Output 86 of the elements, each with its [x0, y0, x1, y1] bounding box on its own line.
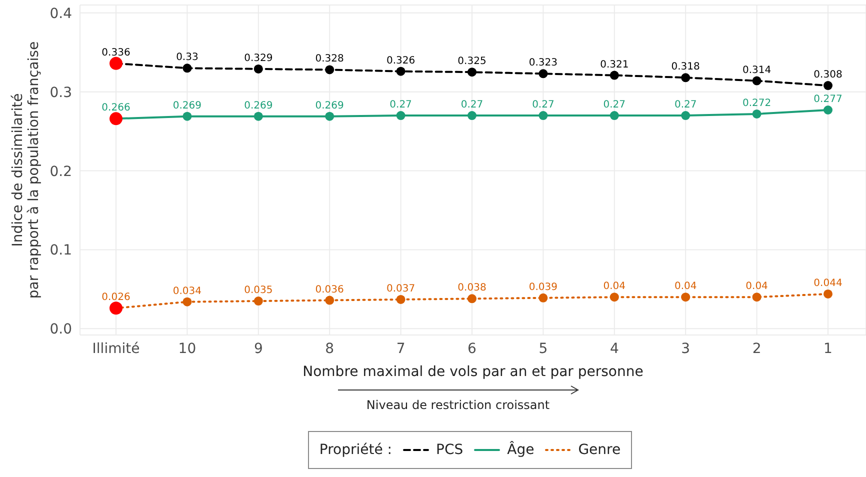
point — [325, 65, 334, 74]
x-tick-label: 4 — [610, 340, 619, 357]
point — [610, 70, 619, 80]
data-label: 0.27 — [674, 100, 697, 111]
point — [681, 292, 690, 302]
point — [396, 66, 406, 76]
point — [396, 294, 406, 304]
data-label: 0.04 — [674, 281, 697, 292]
legend-title: Propriété : — [319, 442, 392, 458]
data-label: 0.329 — [244, 52, 273, 64]
x-tick-label: 1 — [824, 340, 832, 357]
x-axis-title: Nombre maximal de vols par an et par personne — [302, 364, 644, 380]
y-tick-label: 0.3 — [50, 84, 72, 101]
data-label: 0.314 — [742, 64, 772, 76]
point — [610, 292, 619, 302]
data-label: 0.036 — [315, 284, 344, 296]
point — [254, 112, 263, 121]
data-label: 0.318 — [671, 62, 700, 73]
point — [468, 294, 476, 304]
point — [824, 289, 832, 298]
point — [325, 112, 334, 121]
point — [752, 76, 762, 86]
text: Niveau de restriction croissant — [365, 398, 551, 412]
data-label: 0.27 — [532, 100, 554, 111]
data-label: 0.321 — [600, 59, 629, 70]
y-tick-label: 0.2 — [50, 164, 72, 180]
legend-label: PCS — [436, 442, 464, 458]
y-axis-title: Indice de dissimilarité par rapport à la population française — [10, 41, 42, 299]
legend-label: Genre — [578, 442, 621, 458]
point — [182, 297, 192, 306]
x-tick-label: Illimité — [92, 340, 140, 357]
data-label: 0.27 — [603, 100, 626, 111]
x-tick-label: 9 — [254, 340, 263, 357]
data-label: 0.328 — [315, 54, 344, 65]
x-tick-label: 6 — [468, 340, 477, 357]
data-label: 0.27 — [460, 100, 484, 111]
data-label: 0.035 — [244, 285, 273, 296]
data-label: 0.266 — [102, 102, 130, 114]
point — [681, 73, 690, 82]
y-tick-label: 0.4 — [50, 6, 72, 22]
data-label: 0.326 — [386, 55, 416, 66]
point — [254, 296, 263, 306]
data-label: 0.037 — [386, 283, 416, 294]
data-label: 0.034 — [172, 286, 202, 297]
point — [538, 111, 548, 120]
point — [468, 111, 476, 120]
data-label: 0.272 — [742, 98, 772, 109]
data-label: 0.269 — [244, 100, 273, 112]
data-label: 0.038 — [458, 282, 486, 294]
x-tick-label: 8 — [325, 340, 334, 357]
x-tick-label: 10 — [178, 340, 196, 357]
data-label: 0.026 — [102, 292, 130, 304]
data-label: 0.277 — [814, 94, 842, 105]
data-label: 0.04 — [603, 281, 626, 292]
legend-label: Âge — [507, 442, 534, 458]
x-tick-label: 3 — [681, 340, 690, 357]
data-label: 0.039 — [528, 282, 558, 293]
point — [681, 111, 690, 120]
point — [538, 69, 548, 78]
point — [254, 64, 263, 74]
x-tick-label: 5 — [538, 340, 548, 357]
point — [182, 64, 192, 73]
data-label: 0.269 — [172, 100, 202, 112]
data-label: 0.27 — [390, 100, 412, 111]
data-label: 0.308 — [814, 70, 842, 81]
x-tick-label: 7 — [396, 340, 406, 357]
data-label: 0.33 — [176, 52, 198, 64]
point — [610, 111, 619, 120]
data-label: 0.269 — [315, 100, 344, 112]
point — [182, 112, 192, 121]
point — [752, 292, 762, 302]
y-tick-label: 0.0 — [50, 322, 72, 338]
y-tick-label: 0.1 — [50, 242, 72, 259]
x-tick-label: 2 — [752, 340, 762, 357]
data-label: 0.323 — [528, 58, 558, 69]
point — [824, 81, 832, 90]
point — [468, 68, 476, 77]
point — [538, 293, 548, 302]
point — [325, 296, 334, 305]
data-label: 0.336 — [102, 47, 130, 58]
point — [396, 111, 406, 120]
point — [824, 106, 832, 114]
data-label: 0.325 — [458, 56, 486, 68]
data-label: 0.044 — [814, 278, 842, 289]
point — [752, 109, 762, 118]
data-label: 0.04 — [746, 281, 768, 292]
